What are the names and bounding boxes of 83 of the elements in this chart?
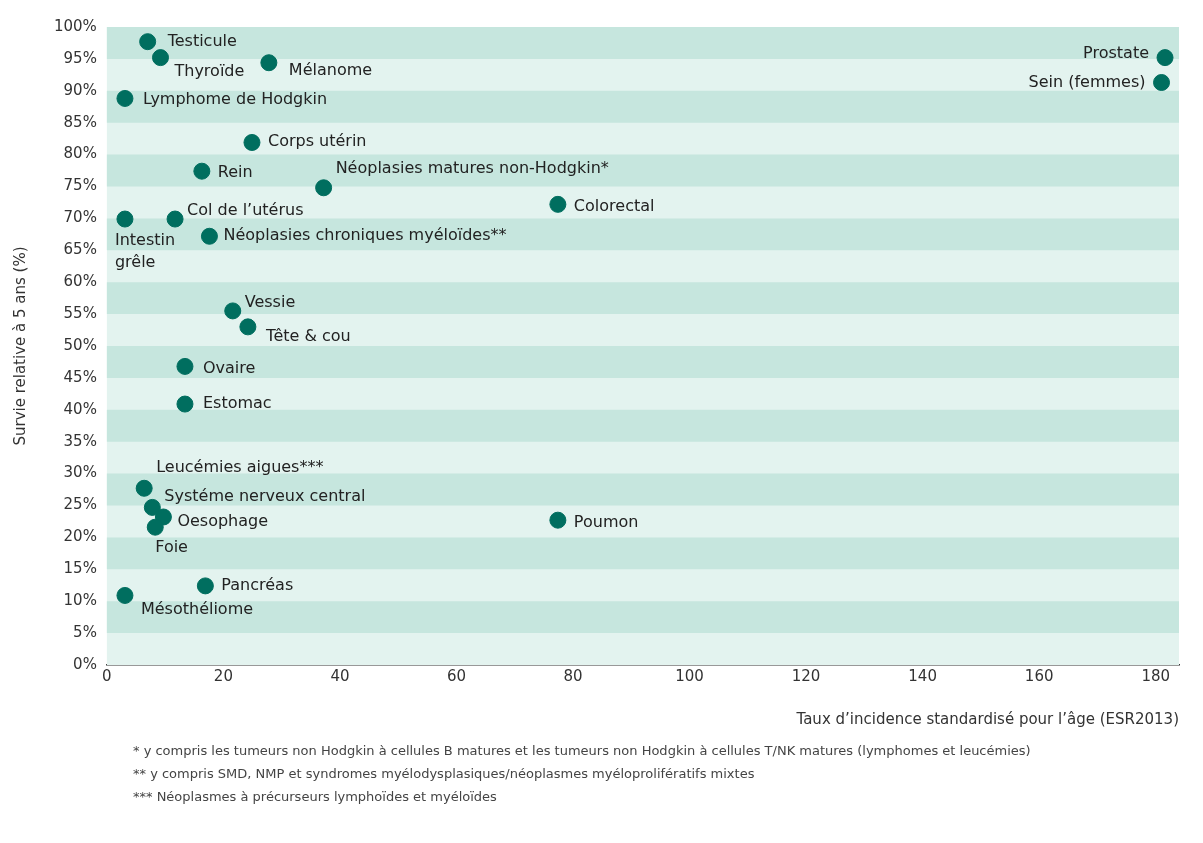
y-tick-label: 70% — [63, 208, 97, 227]
point — [135, 479, 153, 497]
annotation: Tête & cou — [264, 326, 351, 346]
annotation: Colorectal — [573, 195, 655, 215]
point — [116, 89, 134, 107]
annotation: Sein (femmes) — [1028, 71, 1146, 91]
annotation: Corps utérin — [267, 130, 367, 150]
y-tick-label: 100% — [53, 16, 97, 35]
point — [196, 577, 214, 595]
y-tick-label: 25% — [63, 495, 97, 514]
y-tick-label: 45% — [63, 367, 97, 386]
text: ** y compris SMD, NMP et syndromes myélodysplasiques/néoplasmes myéloprolifératifs mixtes — [133, 766, 756, 781]
x-tick-label: 80 — [563, 666, 583, 685]
point — [143, 498, 161, 516]
x-tick-label: 160 — [1024, 666, 1054, 685]
y-tick-label: 35% — [63, 431, 97, 450]
y-tick-label: 90% — [63, 80, 97, 99]
y-tick-label: 85% — [63, 112, 97, 131]
y-tick-label: 50% — [63, 335, 97, 354]
y-tick-label: 55% — [63, 303, 97, 322]
point — [176, 395, 194, 413]
annotation: Poumon — [573, 512, 639, 532]
annotation: Foie — [155, 537, 188, 557]
point — [243, 133, 261, 151]
annotation: Lymphome de Hodgkin — [142, 88, 328, 108]
point — [260, 54, 278, 72]
point — [116, 210, 134, 228]
x-tick-label: 140 — [908, 666, 937, 685]
annotation: Leucémies aigues*** — [156, 457, 324, 477]
point — [1156, 49, 1174, 67]
x-tick-label: 100 — [675, 666, 704, 685]
point — [146, 518, 164, 536]
y-tick-label: 95% — [63, 48, 97, 67]
y-tick-label: 20% — [63, 527, 97, 546]
annotation: Néoplasies chroniques myéloïdes** — [223, 225, 507, 245]
y-tick-label: 15% — [63, 559, 97, 578]
y-tick-label: 10% — [63, 591, 97, 610]
point — [315, 179, 333, 197]
annotation: Mésothéliome — [140, 598, 254, 618]
annotation: Intestin grêle — [114, 230, 176, 272]
y-tick-label: 65% — [63, 240, 97, 259]
point — [193, 162, 211, 180]
annotation: Systéme nerveux central — [164, 485, 366, 505]
y-tick-label: 0% — [73, 654, 97, 673]
point — [200, 227, 218, 245]
annotation: Estomac — [202, 393, 272, 413]
point — [549, 195, 567, 213]
annotation: Testicule — [166, 30, 237, 50]
point — [116, 586, 134, 604]
annotation: Oesophage — [177, 511, 269, 531]
x-axis-title: Taux d’incidence standardisé pour l’âge (ESR2013) — [795, 709, 1179, 728]
y-tick-label: 30% — [63, 463, 97, 482]
point — [139, 33, 157, 51]
y-tick-label: 60% — [63, 272, 97, 291]
annotation: Col de l’utérus — [187, 200, 304, 220]
point — [151, 49, 169, 67]
annotation: Prostate — [1083, 42, 1150, 62]
annotation: Pancréas — [221, 575, 294, 595]
y-tick-label: 80% — [63, 144, 97, 163]
y-tick-label: 75% — [63, 176, 97, 195]
point — [176, 357, 194, 375]
x-tick-label: 180 — [1141, 666, 1171, 685]
x-tick-label: 40 — [330, 666, 350, 685]
y-axis-title: Survie relative à 5 ans (%) — [10, 246, 29, 446]
annotation: Vessie — [244, 292, 296, 312]
point — [224, 302, 242, 320]
point — [1153, 74, 1171, 92]
annotation: Rein — [217, 162, 253, 182]
annotation: Néoplasies matures non-Hodgkin* — [335, 157, 609, 177]
x-tick-label: 60 — [446, 666, 467, 685]
x-tick-label: 0 — [102, 666, 112, 685]
y-tick-label: 5% — [73, 622, 97, 641]
x-tick-label: 20 — [213, 666, 233, 685]
text: *** Néoplasmes à précurseurs lymphoïdes et myéloïdes — [133, 789, 498, 804]
y-tick-label: 40% — [63, 399, 97, 418]
x-tick-label: 120 — [791, 666, 821, 685]
annotation: Ovaire — [202, 357, 256, 377]
text: * y compris les tumeurs non Hodgkin à cellules B matures et les tumeurs non Hodgkin à cellules T/NK matures (lymphomes et leucémies) — [133, 743, 1032, 758]
point — [166, 210, 184, 228]
point — [239, 318, 257, 336]
annotation: Mélanome — [288, 59, 373, 79]
point — [549, 511, 567, 529]
annotation: Thyroïde — [173, 60, 245, 80]
